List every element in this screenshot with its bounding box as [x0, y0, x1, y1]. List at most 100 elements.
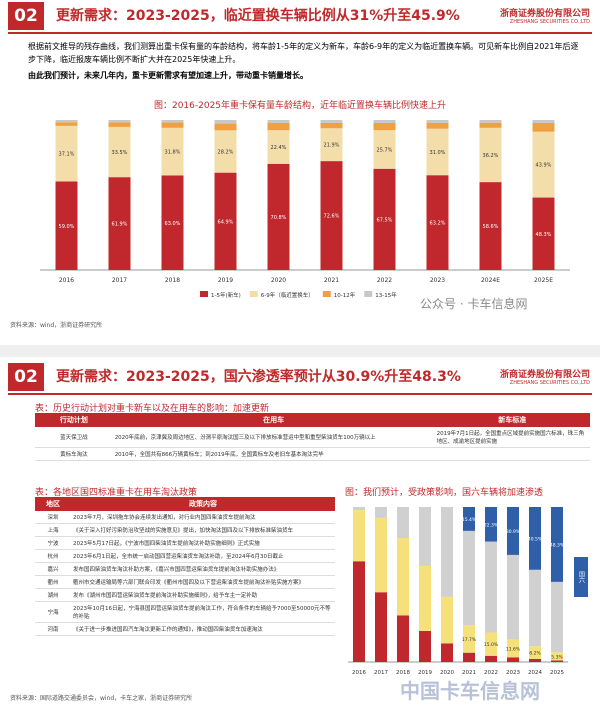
bar-segment [485, 632, 497, 656]
value-label: 28.2% [218, 150, 234, 156]
cell: 2023年5月17日起，《宁波市国四柴油货车提前淘汰补助实施细则》正式实施 [71, 536, 335, 550]
table-title: 表：各地区国四标准重卡在用车淘汰政策 [35, 488, 198, 498]
header-cell: 行动计划 [35, 413, 113, 427]
value-label: 59.0% [59, 224, 75, 230]
legend-label: 6-9年（临近置换车） [261, 291, 314, 299]
bar-segment [214, 172, 237, 270]
row: 蓝天保卫战 2020年底前，京津冀及周边地区、汾渭平原淘汰国三及以下排放标准营运中… [35, 427, 590, 448]
row: 衢州 衢州市交通运输局等六部门联合印发《衢州市国四及以下营运柴油货车提前淘汰补贴实… [35, 575, 335, 589]
x-tick-label: 2017 [374, 670, 388, 676]
bar-segment [55, 122, 78, 126]
bar-segment [108, 177, 131, 270]
cell: 衢州 [35, 575, 71, 589]
bar-segment [320, 128, 343, 162]
cell: 2020年底前，京津冀及周边地区、汾渭平原淘汰国三及以下排放标准营运中型和重型柴… [112, 427, 435, 448]
bar-segment [353, 507, 365, 511]
row: 杭州 2023年6月1日起，全市统一启动国四营运柴油货车淘汰补助，至2024年6月… [35, 549, 335, 563]
cell: 《关于进一步推进国四汽车淘汰更新工作的通知》，推动国四柴油货车加速淘汰 [71, 622, 335, 636]
bar-segment [532, 131, 555, 198]
bar-segment [375, 507, 387, 518]
row: 宁波 2023年5月17日起，《宁波市国四柴油货车提前淘汰补助实施细则》正式实施 [35, 536, 335, 550]
bar-segment [161, 175, 184, 270]
legend-label: 13-15年 [375, 291, 397, 299]
x-tick-label: 2024E [481, 277, 500, 284]
x-tick-label: 2024 [528, 670, 542, 676]
bar-segment [397, 538, 409, 616]
x-tick-label: 2018 [165, 277, 180, 284]
bar-segment [485, 541, 497, 633]
bar-segment [55, 181, 78, 270]
bar-segment [55, 120, 78, 123]
bar-segment [463, 530, 475, 626]
x-tick-label: 2022 [484, 670, 498, 676]
bar-segment [320, 161, 343, 270]
x-tick-label: 2020 [271, 277, 286, 284]
value-label: 31.0% [430, 150, 446, 156]
bar-segment [441, 643, 453, 662]
bar-segment [419, 507, 431, 566]
bar-segment [507, 639, 519, 658]
cell: 蓝天保卫战 [35, 427, 113, 448]
separator [0, 345, 600, 357]
bar-segment [507, 554, 519, 640]
value-label: 40.5% [528, 536, 543, 542]
bar-segment [426, 128, 449, 176]
x-tick-label: 2021 [324, 277, 339, 284]
annotation: 国六 [578, 571, 585, 584]
value-label: 63.0% [165, 221, 181, 227]
slide-number: 02 [8, 2, 44, 30]
cell: 发布《湖州市国四营运柴油货车提前淘汰补助实施细则》，给予车主一定补助 [71, 588, 335, 602]
cell: 衢州市交通运输局等六部门联合印发《衢州市国四及以下营运柴油货车提前淘汰补贴实施方… [71, 575, 335, 589]
bar-segment [551, 660, 563, 662]
bar-segment [267, 163, 290, 270]
header-cell: 政策内容 [71, 497, 335, 511]
cell: 宁海 [35, 601, 71, 623]
bar-segment [161, 127, 184, 176]
chart-title: 图：2016-2025年重卡保有量车龄结构，近年临近置换车辆比例快速上升 [153, 101, 447, 111]
cell: 发布国四柴油货车淘汰补助方案，《嘉兴市国四营运柴油货车提前淘汰补助实施办法》 [71, 562, 335, 576]
x-tick-label: 2023 [506, 670, 520, 676]
logo: 浙商证券股份有限公司 ZHESHANG SECURITIES CO.,LTD [500, 367, 590, 386]
header-row: 地区 政策内容 [35, 497, 335, 511]
bullets: 根据前文推导的残存曲线，我们测算出重卡保有量的车龄结构，将车龄1-5年的定义为新… [18, 40, 583, 85]
slide-1: 02 更新需求：2023-2025，临近置换车辆比例从31%升至45.9% 浙商… [0, 0, 600, 345]
bar-segment [441, 507, 453, 597]
value-label: 72.6% [324, 214, 340, 220]
legend-swatch [364, 291, 373, 297]
bar-segment [373, 168, 396, 270]
bar-segment [532, 120, 555, 123]
slide-2: 02 更新需求：2023-2025，国六渗透率预计从30.9%升至48.3% 浙… [0, 357, 600, 706]
bar-segment [419, 631, 431, 662]
bar-segment [529, 646, 541, 659]
value-label: 58.6% [483, 224, 499, 230]
bar-segment [320, 123, 343, 129]
cell [434, 447, 590, 461]
value-label: 36.2% [483, 153, 499, 159]
value-label: 22.4% [271, 145, 287, 151]
bar-segment [463, 625, 475, 653]
table: 行动计划 在用车 新车标准 蓝天保卫战 2020年底前，京津冀及周边地区、汾渭平原淘汰国… [35, 413, 590, 461]
bar-segment [214, 123, 237, 131]
value-label: 63.2% [430, 221, 446, 227]
logo-name: 浙商证券股份有限公司 [499, 370, 590, 380]
bar-segment [479, 127, 502, 183]
cell: 2019年7月1日起，全国重点区域提前实施国六标准，珠三角地区、成渝地区提前实施 [434, 427, 590, 448]
x-tick-label: 2022 [377, 277, 392, 284]
bar-segment [551, 581, 563, 653]
chart: 2016 2017 2018 2019 2020 2021 17.7% 15.4% 2022 15… [348, 507, 588, 676]
bar-segment [463, 652, 475, 662]
cell: 2010年，全国共有866万辆黄标车；到2019年底，全国黄标车及老旧车基本淘汰… [112, 447, 435, 461]
value-label: 17.7% [462, 637, 477, 643]
value-label: 70.8% [271, 215, 287, 221]
value-label: 22.3% [484, 522, 499, 528]
cell: 湖州 [35, 588, 71, 602]
row: 上海 《关于深入打好污染防治攻坚战的实施意见》提出，加快淘汰国四及以下排放标准柴油… [35, 523, 335, 537]
row: 宁海 2023年10月16日起，宁海县国四营运柴油货车提前淘汰工作，符合条件的车辆… [35, 601, 335, 623]
bar-segment [463, 507, 475, 531]
bar-segment [214, 130, 237, 173]
value-label: 5.3% [551, 654, 563, 660]
watermark: 中国卡车信息网 [400, 679, 540, 703]
value-label: 21.9% [324, 143, 340, 149]
cell: 嘉兴 [35, 562, 71, 576]
